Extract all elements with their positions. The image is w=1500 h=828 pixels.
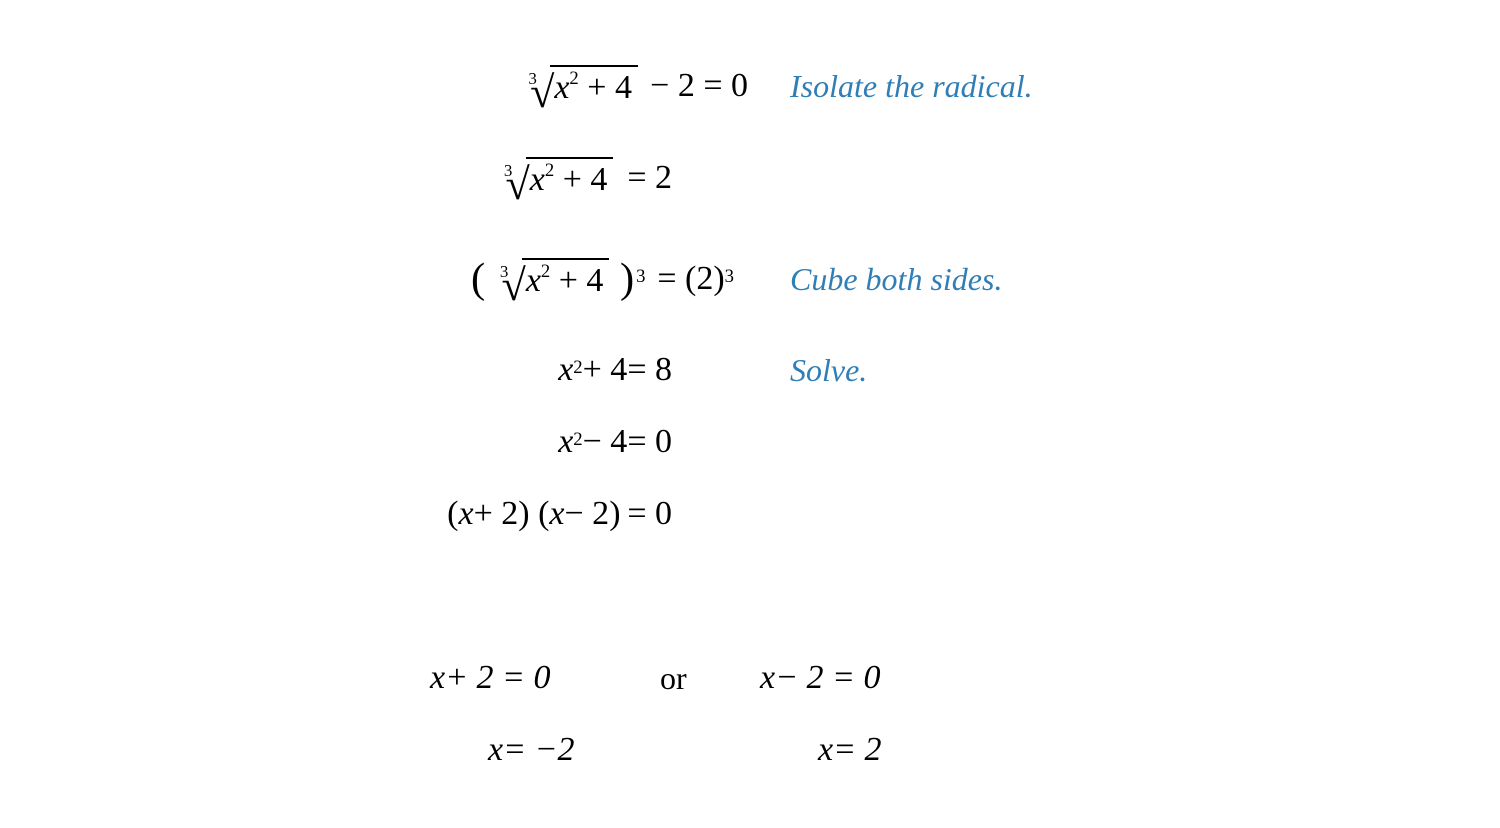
annotation-2 bbox=[790, 132, 1460, 224]
annotation-4: Solve. bbox=[790, 334, 1460, 406]
equation-6: (x + 2) (x − 2) = 0 bbox=[447, 478, 672, 550]
radicand-var: x bbox=[554, 69, 569, 106]
equation-4: x2 + 4 = 8 bbox=[558, 334, 672, 406]
solution-split: x + 2 = 0 or x − 2 = 0 x = −2 x = 2 bbox=[0, 642, 1500, 786]
lhs-cube-exp: 3 bbox=[636, 266, 645, 288]
step-row-6: (x + 2) (x − 2) = 0 bbox=[0, 478, 1500, 550]
step-row-5: x2 − 4 = 0 bbox=[0, 406, 1500, 478]
step-row-1: 3 √ x2 + 4 − 2 = 0 Isolate the radical. bbox=[0, 40, 1500, 132]
cuberoot-2: 3 √ x2 + 4 bbox=[500, 157, 614, 199]
eq3-rhs-base: = (2) bbox=[657, 260, 724, 298]
eq4-rhs: = 8 bbox=[627, 351, 672, 389]
step-row-4: x2 + 4 = 8 Solve. bbox=[0, 334, 1500, 406]
step-row-2: 3 √ x2 + 4 = 2 bbox=[0, 132, 1500, 224]
annotation-3: Cube both sides. bbox=[790, 224, 1460, 334]
equation-3: ( 3 √ x2 + 4 ) 3 = (2)3 bbox=[471, 224, 734, 334]
annotation-1: Isolate the radical. bbox=[790, 40, 1460, 132]
radicand-exp: 2 bbox=[569, 68, 578, 89]
step-row-3: ( 3 √ x2 + 4 ) 3 = (2)3 Cube both sides. bbox=[0, 224, 1500, 334]
equation-1: 3 √ x2 + 4 − 2 = 0 bbox=[522, 40, 748, 132]
cuberoot-3: 3 √ x2 + 4 bbox=[496, 258, 610, 300]
eq3-rhs-exp: 3 bbox=[725, 266, 734, 288]
eq1-rhs: − 2 = 0 bbox=[650, 67, 748, 105]
cuberoot-1: 3 √ x2 + 4 bbox=[524, 65, 638, 107]
math-worked-example: 3 √ x2 + 4 − 2 = 0 Isolate the radical. … bbox=[0, 0, 1500, 828]
eq5-rhs: = 0 bbox=[627, 423, 672, 461]
eq6-rhs: = 0 bbox=[627, 495, 672, 533]
split-row-2: x = −2 x = 2 bbox=[0, 714, 1500, 786]
split-row-1: x + 2 = 0 or x − 2 = 0 bbox=[0, 642, 1500, 714]
radicand-const: + 4 bbox=[587, 69, 632, 106]
eq2-rhs: = 2 bbox=[627, 159, 672, 197]
equation-2: 3 √ x2 + 4 = 2 bbox=[498, 132, 672, 224]
equation-5: x2 − 4 = 0 bbox=[558, 406, 672, 478]
or-label: or bbox=[660, 642, 687, 714]
